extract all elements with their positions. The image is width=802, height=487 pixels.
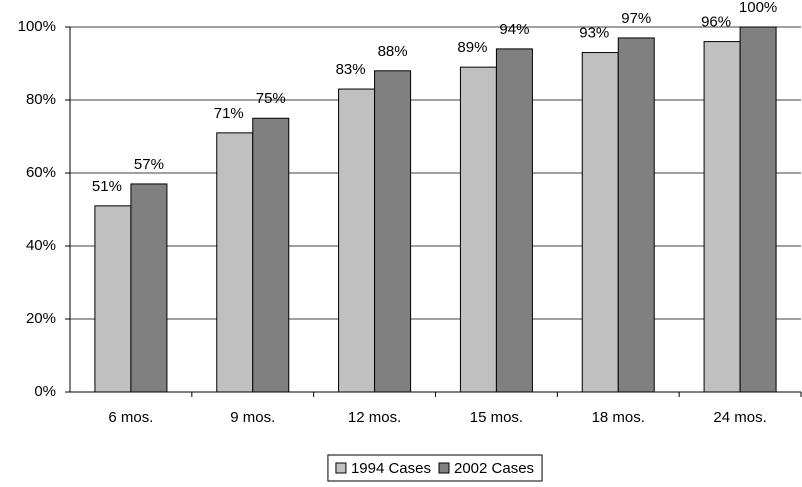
bar xyxy=(216,132,254,393)
value-label: 93% xyxy=(579,25,609,42)
legend xyxy=(327,454,543,482)
x-tick-label: 9 mos. xyxy=(230,409,275,426)
legend-swatch xyxy=(335,462,347,474)
y-tick-label: 80% xyxy=(26,91,56,108)
value-label: 88% xyxy=(378,43,408,60)
bar xyxy=(94,205,132,393)
x-tick-label: 24 mos. xyxy=(713,409,766,426)
bar xyxy=(130,183,168,393)
x-tick-label: 12 mos. xyxy=(348,409,401,426)
value-label: 94% xyxy=(499,21,529,38)
x-tick-label: 6 mos. xyxy=(108,409,153,426)
value-label: 96% xyxy=(701,14,731,31)
legend-swatch xyxy=(438,462,450,474)
value-label: 57% xyxy=(134,156,164,173)
value-label: 71% xyxy=(214,105,244,122)
y-tick-label: 100% xyxy=(18,18,56,35)
x-tick-label: 15 mos. xyxy=(470,409,523,426)
legend-label: 2002 Cases xyxy=(454,460,534,477)
bar xyxy=(495,48,533,393)
y-tick-label: 20% xyxy=(26,310,56,327)
value-label: 83% xyxy=(336,61,366,78)
y-tick-label: 60% xyxy=(26,164,56,181)
y-tick-label: 40% xyxy=(26,237,56,254)
bar xyxy=(617,37,655,393)
bar xyxy=(252,117,290,393)
y-tick-label: 0% xyxy=(34,383,56,400)
bar xyxy=(459,66,497,393)
x-tick-label: 18 mos. xyxy=(592,409,645,426)
bar xyxy=(703,41,741,393)
value-label: 75% xyxy=(256,90,286,107)
value-label: 100% xyxy=(739,0,777,16)
bar xyxy=(739,26,777,393)
bar xyxy=(581,52,619,393)
value-label: 89% xyxy=(457,39,487,56)
bar xyxy=(374,70,412,393)
value-label: 97% xyxy=(621,10,651,27)
legend-label: 1994 Cases xyxy=(351,460,431,477)
bar xyxy=(338,88,376,393)
value-label: 51% xyxy=(92,178,122,195)
